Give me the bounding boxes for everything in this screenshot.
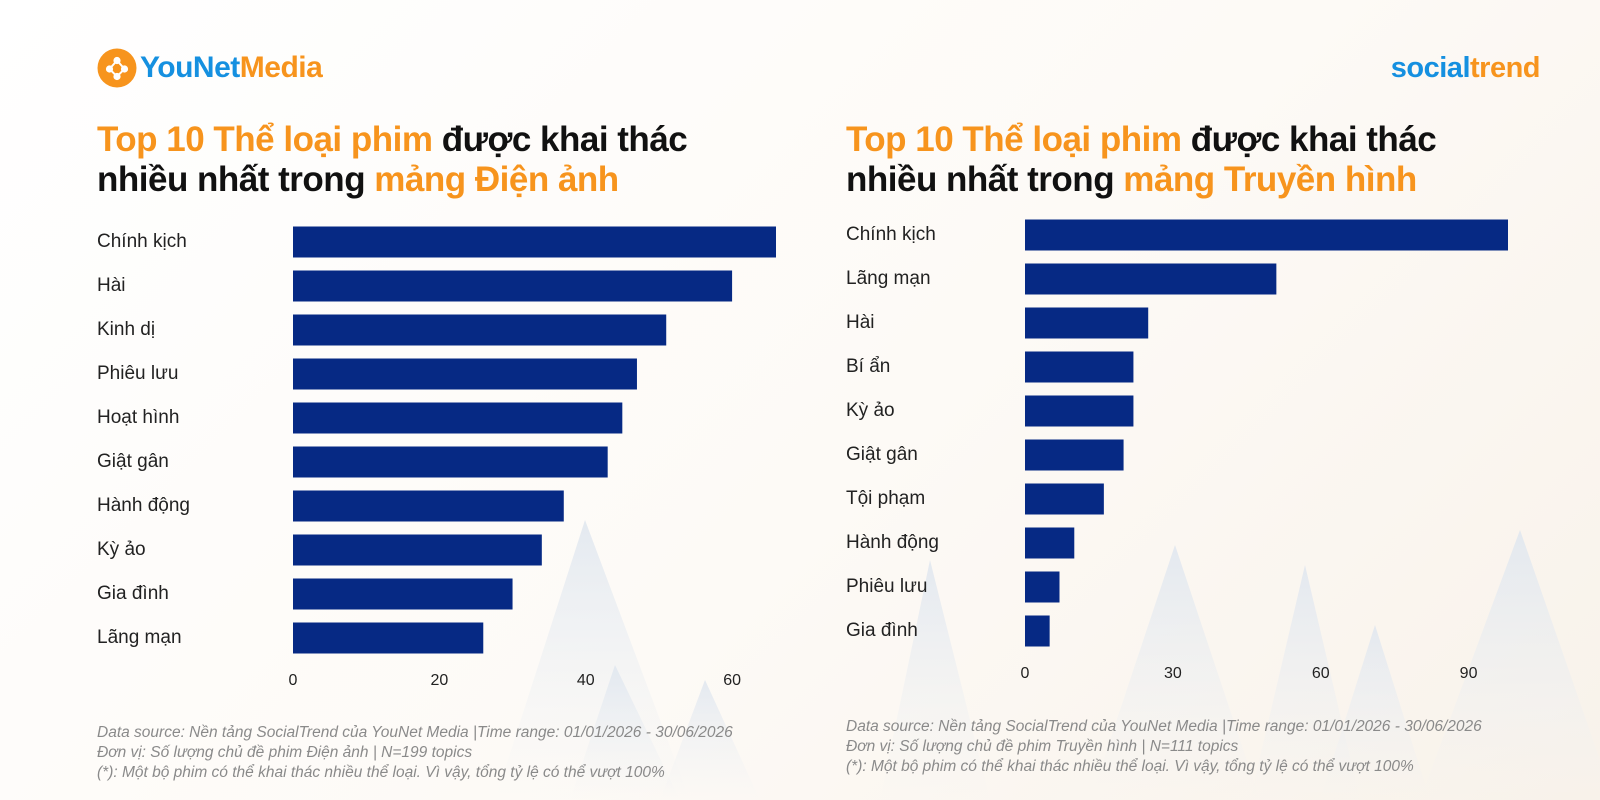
cinema-category-label: Chính kịch (97, 231, 187, 252)
cinema-bar (293, 270, 733, 302)
cinema-bar (293, 622, 484, 654)
television-bar (1025, 483, 1104, 515)
television-panel: Top 10 Thể loại phim được khai thác nhiều… (846, 0, 1546, 800)
cinema-title-part4: mảng Điện ảnh (374, 160, 619, 199)
socialtrend-logo-part2: trend (1470, 52, 1541, 84)
younet-logo-part2: Media (239, 51, 323, 84)
television-bar-chart: Chính kịch Lãng mạn Hài Bí ẩn Kỳ ảo Giật gân T… (846, 218, 1546, 700)
television-title-part4: mảng Truyền hình (1123, 160, 1417, 199)
cinema-bar-chart: Chính kịch Hài Kinh dị Phiêu lưu Hoạt hình Gi… (97, 225, 797, 707)
television-bar (1025, 571, 1060, 603)
cinema-bar (293, 578, 513, 610)
cinema-category-label: Giật gân (97, 451, 169, 472)
cinema-chart-title: Top 10 Thể loại phim được khai thác nhiều… (97, 120, 797, 200)
younet-logo-text: YouNetMedia (140, 48, 323, 88)
television-category-label: Bí ẩn (846, 356, 890, 377)
television-category-label: Lãng mạn (846, 268, 931, 289)
television-category-label: Phiêu lưu (846, 576, 927, 597)
cinema-bar (293, 358, 637, 390)
television-footnote: (*): Một bộ phim có thể khai thác nhiều … (846, 758, 1414, 775)
cinema-unit-note: Đơn vị: Số lượng chủ đề phim Điện ảnh | … (97, 744, 473, 761)
cinema-title-part1: Top 10 Thể loại phim (97, 120, 433, 159)
television-category-label: Giật gân (846, 444, 918, 465)
television-x-tick-label: 90 (1460, 665, 1478, 682)
socialtrend-logo: socialtrend (1390, 48, 1541, 88)
cinema-category-label: Gia đình (97, 583, 169, 604)
television-bar (1025, 395, 1134, 427)
socialtrend-logo-part1: social (1390, 52, 1471, 84)
television-category-label: Hành động (846, 532, 939, 553)
cinema-data-source: Data source: Nền tảng SocialTrend của Yo… (97, 724, 733, 741)
younet-logo-icon (97, 48, 137, 88)
cinema-bar-chart-svg: Chính kịch Hài Kinh dị Phiêu lưu Hoạt hình Gi… (97, 226, 776, 689)
cinema-category-label: Kỳ ảo (97, 539, 146, 560)
younet-media-logo: YouNetMedia (97, 47, 323, 89)
television-chart-title: Top 10 Thể loại phim được khai thác nhiều… (846, 120, 1546, 200)
television-bar-chart-svg: Chính kịch Lãng mạn Hài Bí ẩn Kỳ ảo Giật gân T… (846, 219, 1508, 682)
television-bar (1025, 351, 1134, 383)
cinema-x-tick-label: 40 (577, 672, 595, 689)
cinema-title-part3: nhiều nhất trong (97, 160, 375, 199)
television-bar (1025, 307, 1149, 339)
cinema-bar (293, 490, 564, 522)
television-bar (1025, 615, 1050, 647)
television-category-label: Gia đình (846, 620, 918, 641)
cinema-category-label: Hài (97, 275, 126, 296)
cinema-x-tick-label: 0 (289, 672, 298, 689)
television-notes: Data source: Nền tảng SocialTrend của Yo… (846, 717, 1546, 777)
cinema-notes: Data source: Nền tảng SocialTrend của Yo… (97, 723, 797, 783)
younet-logo-part1: YouNet (140, 51, 240, 84)
television-title-part1: Top 10 Thể loại phim (846, 120, 1182, 159)
television-title-part3: nhiều nhất trong (846, 160, 1124, 199)
cinema-panel: Top 10 Thể loại phim được khai thác nhiều… (97, 0, 797, 800)
cinema-bar (293, 534, 542, 566)
cinema-category-label: Kinh dị (97, 319, 155, 340)
cinema-x-tick-label: 20 (430, 672, 448, 689)
television-x-tick-label: 30 (1164, 665, 1182, 682)
television-unit-note: Đơn vị: Số lượng chủ đề phim Truyền hình… (846, 738, 1239, 755)
television-category-label: Kỳ ảo (846, 400, 895, 421)
cinema-bar (293, 446, 608, 478)
television-x-tick-label: 0 (1021, 665, 1030, 682)
television-bar (1025, 263, 1277, 295)
cinema-category-label: Hành động (97, 495, 190, 516)
cinema-category-label: Hoạt hình (97, 407, 179, 428)
cinema-bar (293, 226, 776, 258)
television-category-label: Tội phạm (846, 488, 925, 509)
television-category-label: Chính kịch (846, 224, 936, 245)
cinema-category-label: Phiêu lưu (97, 363, 178, 384)
cinema-bar (293, 402, 623, 434)
television-bar (1025, 219, 1508, 251)
cinema-x-tick-label: 60 (723, 672, 741, 689)
television-title-part2: được khai thác (1181, 120, 1437, 159)
television-bar (1025, 439, 1124, 471)
television-category-label: Hài (846, 312, 875, 333)
cinema-bar (293, 314, 667, 346)
cinema-title-part2: được khai thác (432, 120, 688, 159)
television-x-tick-label: 60 (1312, 665, 1330, 682)
cinema-footnote: (*): Một bộ phim có thể khai thác nhiều … (97, 764, 665, 781)
television-bar (1025, 527, 1075, 559)
television-data-source: Data source: Nền tảng SocialTrend của Yo… (846, 718, 1482, 735)
cinema-category-label: Lãng mạn (97, 627, 182, 648)
